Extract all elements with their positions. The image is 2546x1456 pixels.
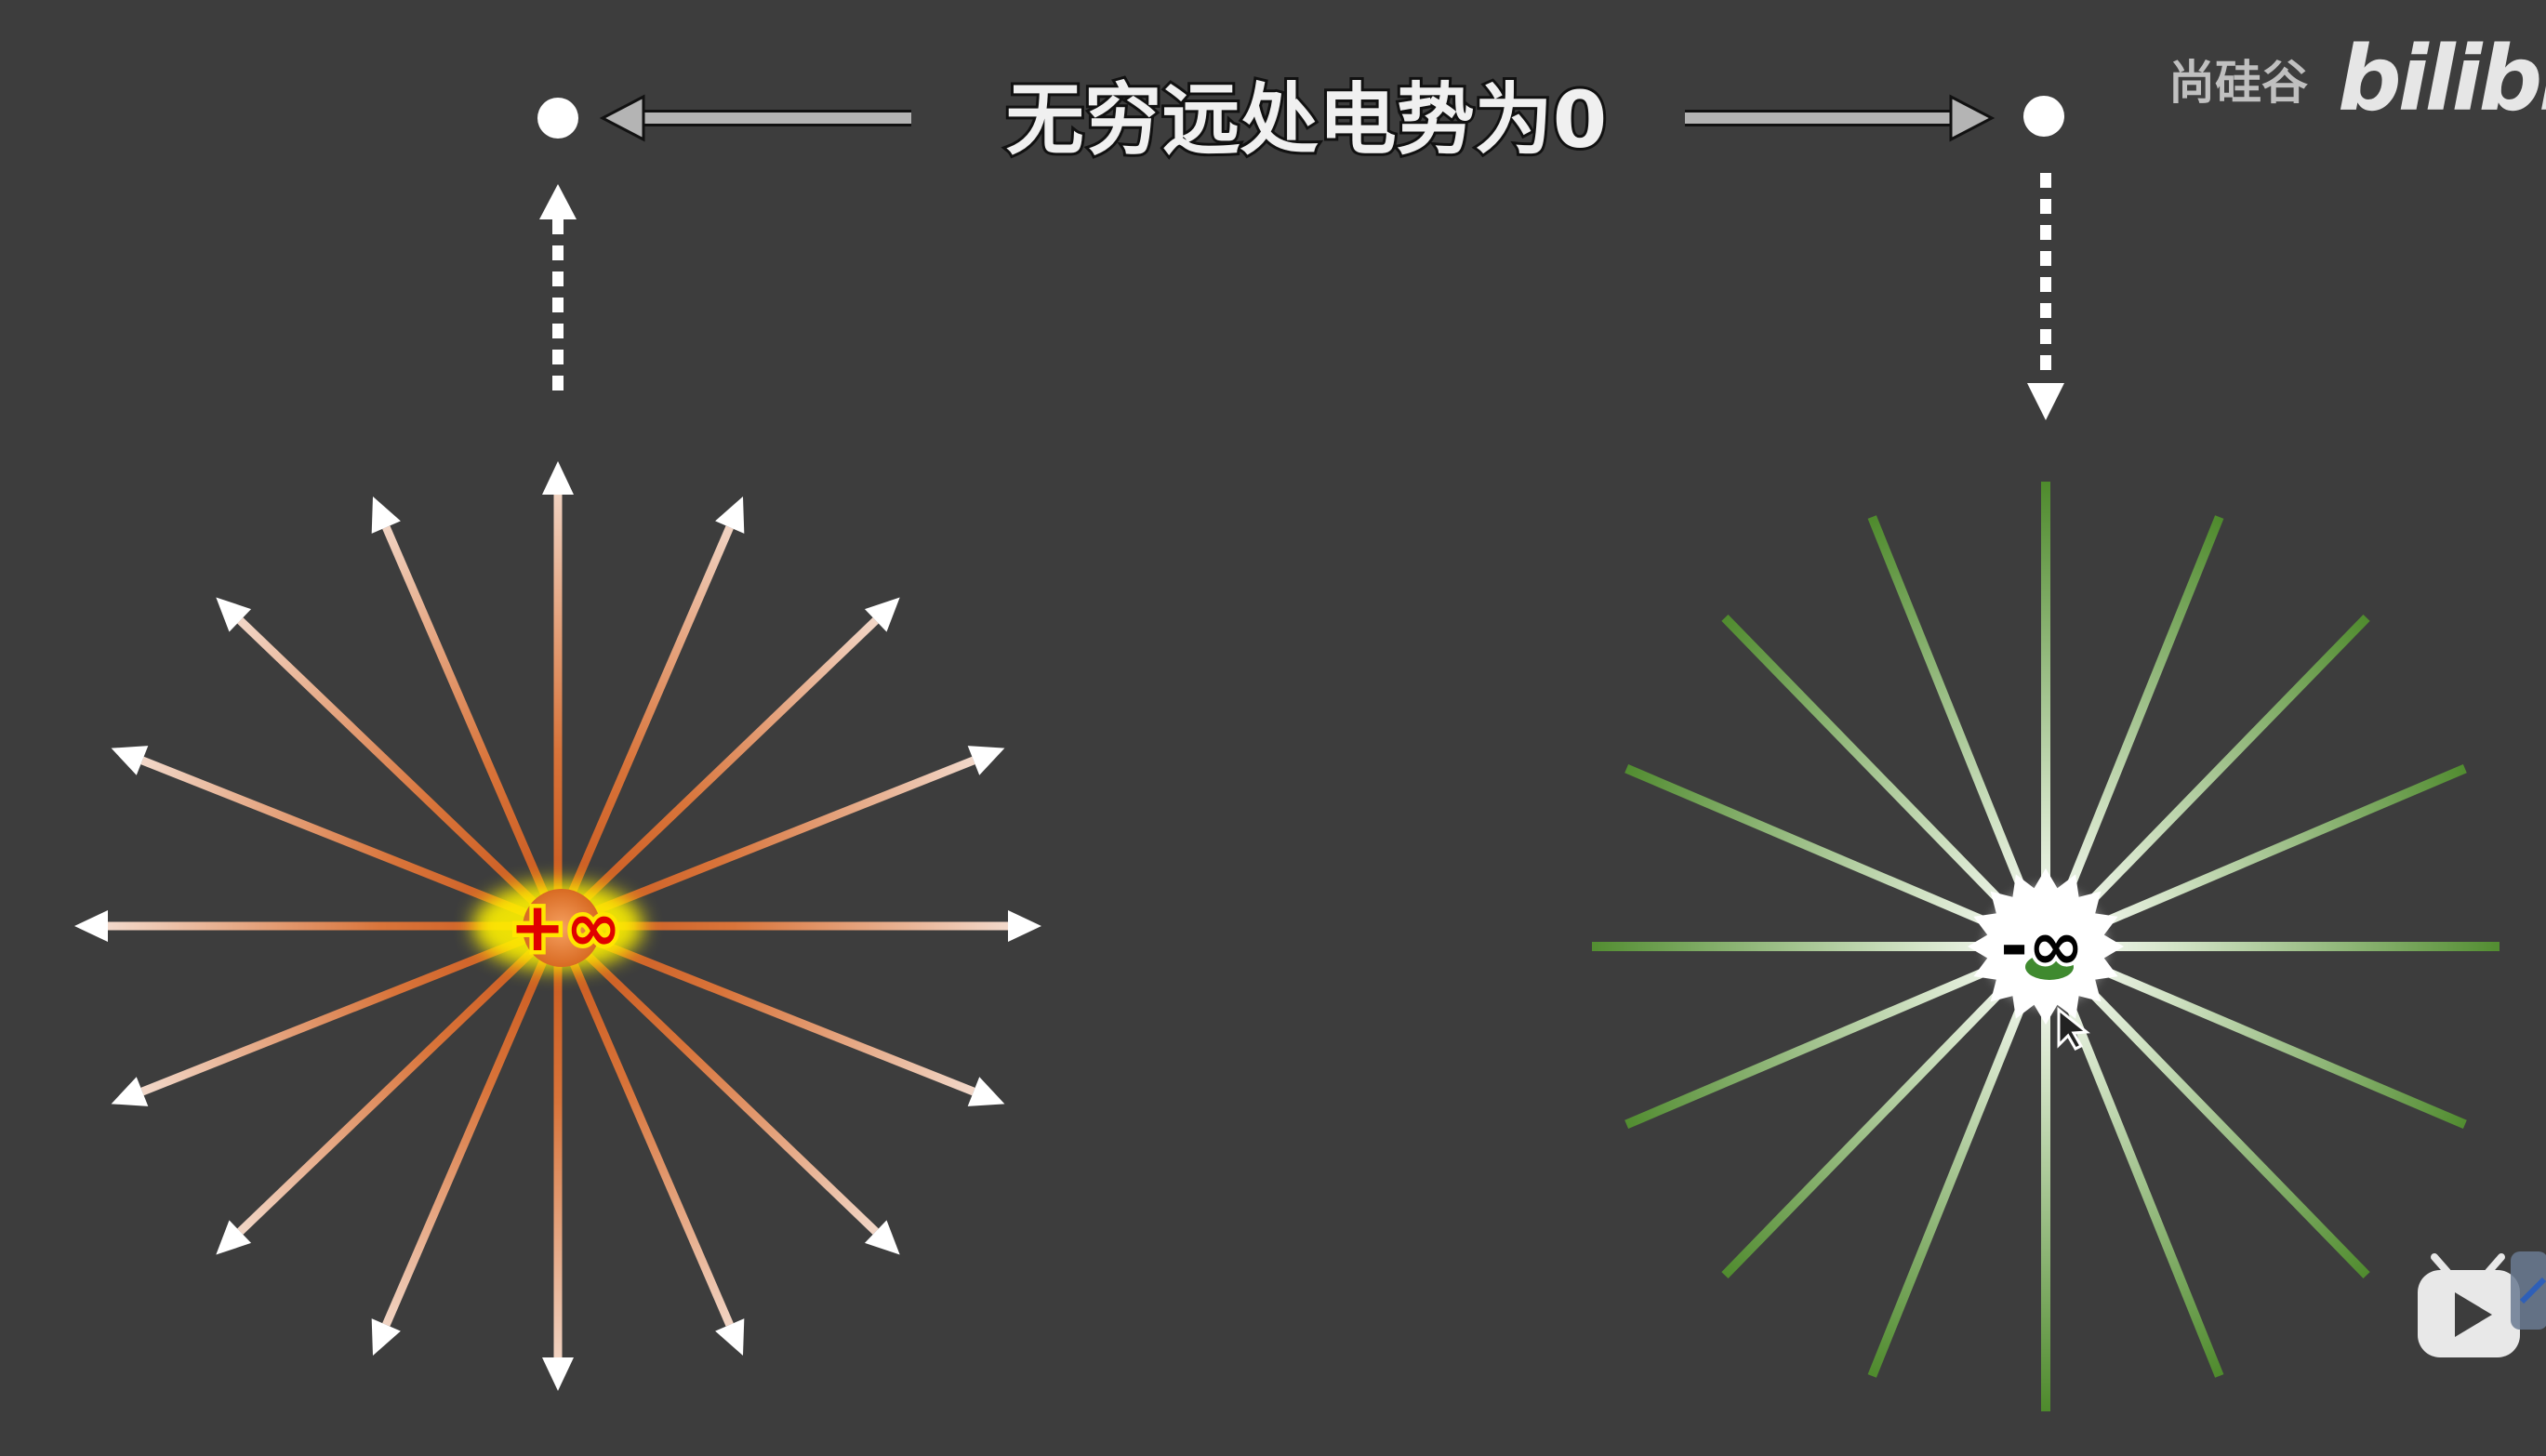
field-line (1624, 963, 1996, 1129)
field-line-arrow (237, 617, 541, 910)
field-line (2081, 614, 2370, 911)
field-line-arrow (564, 949, 734, 1327)
positive-charge: +∞ (472, 881, 643, 971)
field-line (2095, 963, 2467, 1129)
field-line-arrow (382, 949, 551, 1327)
field-line (2081, 982, 2370, 1279)
field-arrowhead (1008, 910, 1041, 942)
watermark-brand: 尚硅谷 (2168, 56, 2308, 110)
field-line-arrow (582, 756, 975, 920)
bilibili-tv-icon[interactable] (2418, 1251, 2546, 1357)
field-arrowhead (371, 496, 401, 534)
field-arrowhead (111, 746, 149, 775)
mouse-cursor-icon (2057, 1006, 2090, 1051)
field-arrowhead (542, 1357, 574, 1391)
field-arrowhead (967, 746, 1005, 775)
right-dashed-arrow (2027, 173, 2064, 420)
field-line (1721, 614, 2010, 911)
field-line (1867, 996, 2029, 1378)
field-line-arrow (237, 942, 541, 1235)
field-line (1721, 982, 2010, 1279)
right-connector-arrow (1685, 94, 1996, 142)
field-arrowhead (371, 1318, 401, 1356)
infinity-connector: 无穷远处电势为0 (537, 72, 2064, 420)
negative-charge: -∞ (1968, 868, 2124, 1051)
page-title: 无穷远处电势为0 (1006, 74, 1607, 165)
field-arrowhead (864, 597, 900, 632)
field-line (2062, 515, 2224, 897)
field-line (1624, 764, 1996, 930)
bilibili-logo: bilibili (2338, 27, 2546, 131)
negative-charge-core (2025, 954, 2074, 980)
field-line-arrow (140, 756, 534, 920)
field-line (2095, 764, 2467, 930)
left-dashed-arrow (539, 184, 577, 390)
watermark: 尚硅谷 bilibili (2168, 27, 2546, 131)
field-arrowhead (216, 1220, 252, 1255)
field-arrowhead (967, 1077, 1005, 1106)
field-arrowhead (111, 1077, 149, 1106)
field-line-arrow (575, 942, 879, 1235)
field-arrowhead (216, 597, 252, 632)
field-arrowhead (542, 461, 574, 495)
right-infinity-dot (2023, 96, 2064, 137)
field-line-arrow (575, 617, 879, 910)
field-line-arrow (382, 525, 551, 903)
field-arrowhead (864, 1220, 900, 1255)
field-line-arrow (582, 933, 975, 1096)
left-connector-arrow (599, 94, 911, 142)
field-arrowhead (715, 1318, 745, 1356)
field-line (2062, 996, 2224, 1378)
field-line (1867, 515, 2029, 897)
field-line-arrow (140, 933, 534, 1096)
positive-charge-core (523, 889, 601, 967)
negative-charge-label: -∞ (2000, 907, 2084, 985)
positive-charge-label: +∞ (510, 888, 621, 966)
field-line-arrow (564, 525, 734, 903)
left-infinity-dot (537, 98, 578, 139)
negative-charge-field (1592, 482, 2500, 1411)
field-arrowhead (74, 910, 108, 942)
field-arrowhead (715, 496, 745, 534)
positive-charge-field (74, 461, 1041, 1391)
